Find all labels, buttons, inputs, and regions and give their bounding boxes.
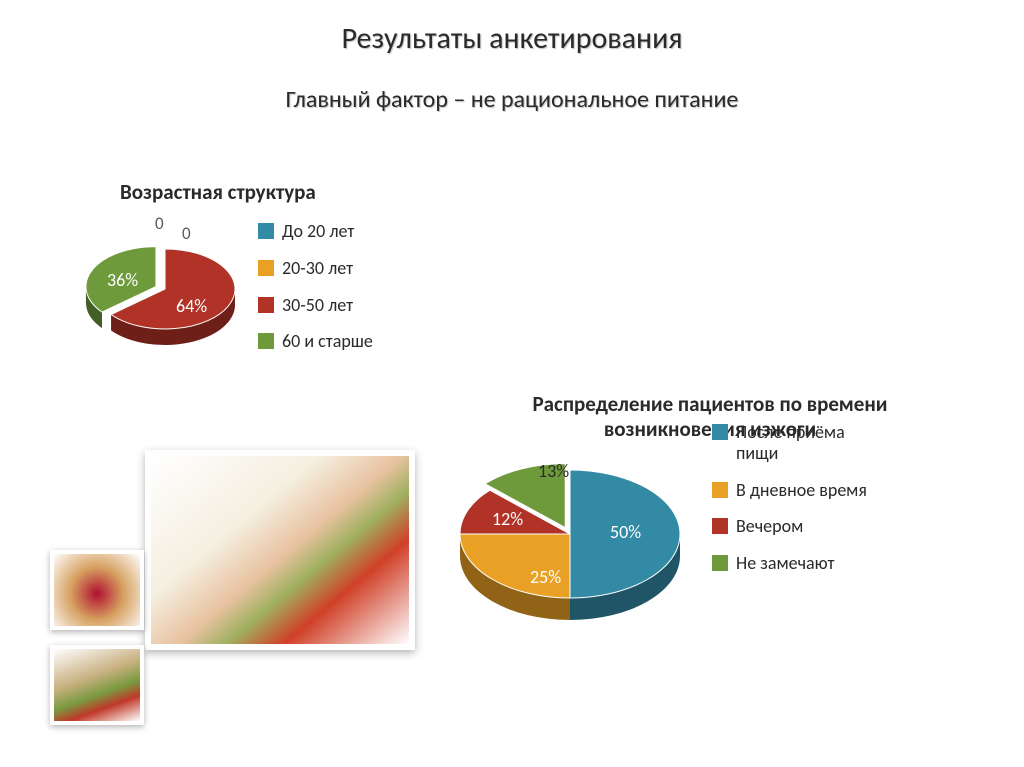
legend-swatch	[712, 518, 728, 534]
age-structure-chart: Возрастная структура 0 0 64% 36% До 20 л…	[80, 180, 460, 368]
legend-swatch	[712, 555, 728, 571]
chart1-pie-svg	[80, 211, 250, 361]
food-photo-small-1	[50, 550, 144, 630]
legend-item: 30-50 лет	[258, 295, 373, 316]
legend-label: После приёма пищи	[736, 422, 876, 463]
legend-item: Вечером	[712, 516, 876, 537]
heartburn-timing-chart: Распределение пациентов по времени возни…	[430, 392, 990, 636]
legend-item: 20-30 лет	[258, 258, 373, 279]
food-photo-main	[145, 450, 415, 650]
legend-label: Не замечают	[736, 553, 835, 574]
legend-swatch	[712, 424, 728, 440]
legend-swatch	[258, 223, 274, 239]
legend-label: 30-50 лет	[282, 295, 353, 316]
legend-swatch	[712, 482, 728, 498]
chart1-pie: 0 0 64% 36%	[80, 211, 250, 361]
legend-item: 60 и старше	[258, 331, 373, 352]
legend-item: До 20 лет	[258, 221, 373, 242]
legend-label: 60 и старше	[282, 331, 373, 352]
food-photo-collage	[50, 450, 420, 740]
chart2-legend: После приёма пищи В дневное время Вечером Н…	[712, 422, 876, 589]
legend-item: После приёма пищи	[712, 422, 876, 463]
legend-label: Вечером	[736, 516, 803, 537]
legend-item: Не замечают	[712, 553, 876, 574]
subtitle: Главный фактор – не рациональное питание	[0, 85, 1024, 114]
legend-label: 20-30 лет	[282, 258, 353, 279]
chart2-pie-svg	[430, 416, 700, 636]
chart1-legend: До 20 лет 20-30 лет 30-50 лет 60 и старше	[258, 221, 373, 368]
legend-item: В дневное время	[712, 480, 876, 501]
legend-label: До 20 лет	[282, 221, 354, 242]
food-photo-small-2	[50, 645, 144, 725]
main-title: Результаты анкетирования	[0, 0, 1024, 57]
chart1-title: Возрастная структура	[120, 180, 460, 205]
chart2-pie: 50% 25% 12% 13%	[430, 416, 700, 636]
legend-swatch	[258, 260, 274, 276]
legend-swatch	[258, 333, 274, 349]
legend-swatch	[258, 297, 274, 313]
legend-label: В дневное время	[736, 480, 867, 501]
